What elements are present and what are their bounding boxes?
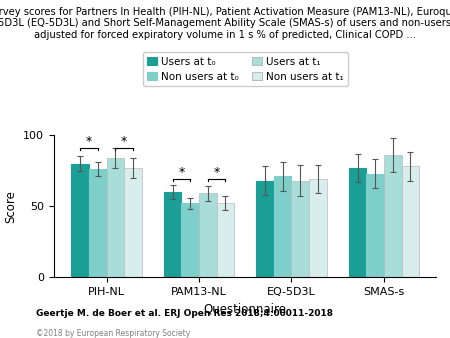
Text: Survey scores for Partners In Health (PIH-NL), Patient Activation Measure (PAM13: Survey scores for Partners In Health (PI… bbox=[0, 7, 450, 40]
Bar bbox=[72, 164, 89, 277]
Text: Geertje M. de Boer et al. ERJ Open Res 2018;4:00011-2018: Geertje M. de Boer et al. ERJ Open Res 2… bbox=[36, 309, 333, 318]
Bar bbox=[89, 169, 107, 277]
Bar bbox=[107, 158, 124, 277]
X-axis label: Questionnaire: Questionnaire bbox=[204, 303, 287, 315]
Bar bbox=[401, 166, 419, 277]
Bar bbox=[292, 180, 309, 277]
Text: *: * bbox=[121, 135, 127, 148]
Bar bbox=[274, 176, 292, 277]
Bar bbox=[216, 203, 234, 277]
Text: *: * bbox=[178, 166, 184, 179]
Bar bbox=[309, 179, 327, 277]
Legend: Users at t₀, Non users at t₀, Users at t₁, Non users at t₁: Users at t₀, Non users at t₀, Users at t… bbox=[143, 52, 348, 86]
Text: ©2018 by European Respiratory Society: ©2018 by European Respiratory Society bbox=[36, 329, 190, 338]
Text: *: * bbox=[86, 135, 92, 148]
Bar bbox=[256, 180, 274, 277]
Bar bbox=[199, 193, 216, 277]
Bar bbox=[349, 168, 366, 277]
Bar bbox=[366, 173, 384, 277]
Bar bbox=[181, 203, 199, 277]
Bar bbox=[124, 168, 142, 277]
Bar bbox=[164, 192, 181, 277]
Bar bbox=[384, 155, 401, 277]
Y-axis label: Score: Score bbox=[4, 190, 18, 223]
Text: *: * bbox=[213, 166, 220, 179]
